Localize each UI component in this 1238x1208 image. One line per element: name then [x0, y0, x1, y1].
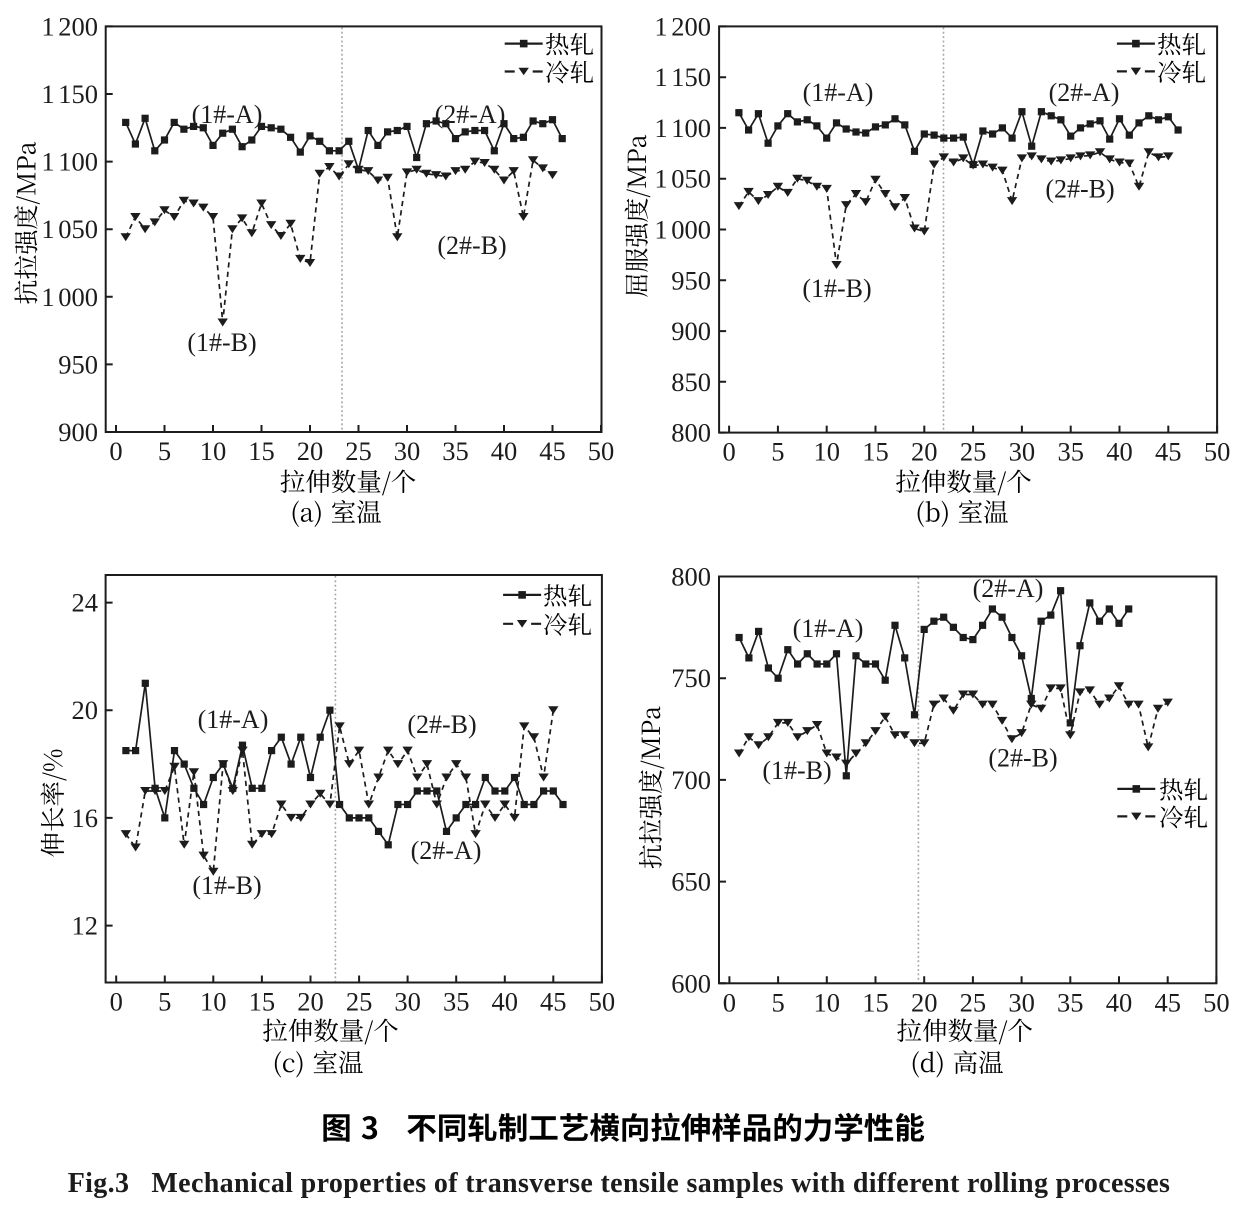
svg-text:16: 16 — [72, 803, 99, 833]
svg-text:45: 45 — [1155, 437, 1182, 467]
svg-text:(2#-B): (2#-B) — [407, 710, 476, 739]
svg-text:30: 30 — [394, 436, 421, 466]
svg-text:1 000: 1 000 — [41, 282, 98, 312]
svg-text:650: 650 — [671, 867, 711, 897]
svg-text:0: 0 — [723, 987, 736, 1017]
svg-text:800: 800 — [671, 418, 711, 448]
svg-text:15: 15 — [248, 436, 275, 466]
svg-text:35: 35 — [1057, 987, 1084, 1017]
svg-text:15: 15 — [862, 987, 889, 1017]
svg-text:45: 45 — [540, 987, 567, 1017]
svg-text:0: 0 — [110, 987, 123, 1017]
svg-text:(2#-A): (2#-A) — [435, 100, 506, 129]
svg-text:(1#-A): (1#-A) — [803, 78, 874, 107]
svg-text:(1#-B): (1#-B) — [762, 756, 831, 785]
svg-text:5: 5 — [158, 436, 171, 466]
svg-text:25: 25 — [346, 987, 373, 1017]
svg-text:20: 20 — [911, 437, 938, 467]
svg-text:(2#-A): (2#-A) — [411, 836, 482, 865]
svg-text:20: 20 — [911, 987, 938, 1017]
svg-text:20: 20 — [297, 987, 324, 1017]
svg-text:950: 950 — [58, 349, 98, 379]
svg-text:30: 30 — [1009, 437, 1036, 467]
svg-text:20: 20 — [72, 695, 99, 725]
svg-text:10: 10 — [814, 987, 841, 1017]
svg-text:50: 50 — [589, 987, 616, 1017]
svg-text:0: 0 — [109, 436, 122, 466]
svg-text:40: 40 — [1106, 987, 1133, 1017]
svg-text:30: 30 — [1008, 987, 1035, 1017]
svg-text:750: 750 — [671, 663, 711, 693]
svg-text:35: 35 — [1057, 437, 1084, 467]
svg-text:700: 700 — [671, 765, 711, 795]
svg-text:(2#-B): (2#-B) — [437, 231, 506, 260]
svg-text:1 050: 1 050 — [654, 164, 711, 194]
svg-text:20: 20 — [297, 436, 324, 466]
svg-text:15: 15 — [862, 437, 889, 467]
svg-text:50: 50 — [588, 436, 615, 466]
svg-text:850: 850 — [671, 367, 711, 397]
svg-text:1 000: 1 000 — [654, 215, 711, 245]
svg-text:(1#-B): (1#-B) — [187, 328, 256, 357]
svg-text:25: 25 — [960, 987, 987, 1017]
svg-text:25: 25 — [345, 436, 372, 466]
svg-text:50: 50 — [1204, 437, 1231, 467]
svg-text:(2#-A): (2#-A) — [1049, 78, 1120, 107]
svg-text:10: 10 — [813, 437, 840, 467]
svg-text:45: 45 — [1154, 987, 1181, 1017]
svg-text:(1#-B): (1#-B) — [192, 871, 261, 900]
svg-text:40: 40 — [1106, 437, 1133, 467]
svg-text:50: 50 — [1203, 987, 1230, 1017]
svg-text:5: 5 — [158, 987, 171, 1017]
svg-text:950: 950 — [671, 265, 711, 295]
svg-text:40: 40 — [492, 987, 519, 1017]
svg-text:800: 800 — [671, 562, 711, 592]
svg-text:(2#-A): (2#-A) — [973, 574, 1044, 603]
svg-text:1 200: 1 200 — [41, 11, 98, 41]
svg-text:1 050: 1 050 — [41, 214, 98, 244]
svg-text:10: 10 — [200, 987, 227, 1017]
svg-text:(1#-B): (1#-B) — [802, 274, 871, 303]
svg-text:5: 5 — [771, 987, 784, 1017]
svg-text:35: 35 — [443, 987, 470, 1017]
svg-text:10: 10 — [200, 436, 227, 466]
svg-text:45: 45 — [539, 436, 566, 466]
svg-text:(1#-A): (1#-A) — [192, 100, 263, 129]
svg-text:900: 900 — [58, 417, 98, 447]
svg-text:25: 25 — [960, 437, 987, 467]
svg-text:600: 600 — [671, 968, 711, 998]
svg-text:24: 24 — [72, 588, 99, 618]
svg-text:900: 900 — [671, 316, 711, 346]
svg-text:Fig.3 Mechanical properties: Fig.3 Mechanical properties of transvers… — [68, 1168, 1171, 1199]
svg-text:1 100: 1 100 — [41, 147, 98, 177]
svg-text:35: 35 — [442, 436, 469, 466]
svg-text:0: 0 — [722, 437, 735, 467]
svg-text:1 150: 1 150 — [654, 62, 711, 92]
svg-text:(2#-B): (2#-B) — [1045, 175, 1114, 204]
svg-text:1 200: 1 200 — [654, 11, 711, 41]
svg-text:15: 15 — [249, 987, 276, 1017]
svg-text:(1#-A): (1#-A) — [198, 705, 269, 734]
svg-text:(1#-A): (1#-A) — [793, 614, 864, 643]
svg-text:1 100: 1 100 — [654, 113, 711, 143]
svg-text:5: 5 — [771, 437, 784, 467]
svg-text:40: 40 — [491, 436, 518, 466]
svg-text:(2#-B): (2#-B) — [988, 744, 1057, 773]
svg-text:30: 30 — [394, 987, 421, 1017]
svg-text:1 150: 1 150 — [41, 79, 98, 109]
svg-text:12: 12 — [72, 911, 99, 941]
